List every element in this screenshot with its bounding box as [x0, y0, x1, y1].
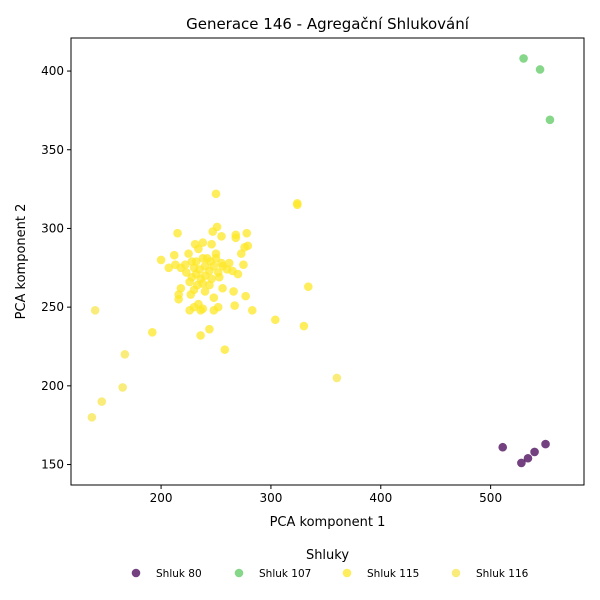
data-point-shluk-115 [236, 249, 246, 258]
data-point-shluk-116 [120, 350, 130, 359]
data-point-shluk-115 [198, 254, 208, 263]
data-point-shluk-115 [205, 324, 214, 334]
data-point-shluk-115 [205, 280, 214, 290]
data-point-shluk-115 [194, 244, 203, 254]
data-point-shluk-115 [147, 328, 157, 337]
legend-label: Shluk 80 [156, 568, 202, 580]
data-point-shluk-115 [215, 272, 224, 282]
data-point-shluk-115 [184, 249, 193, 258]
data-point-shluk-116 [97, 397, 107, 406]
data-point-shluk-115 [218, 283, 227, 293]
legend-title: Shluky [306, 548, 349, 563]
data-point-shluk-115 [169, 250, 179, 260]
legend: Shluky Shluk 80 Shluk 107 Shluk 115 Shluk 1… [131, 548, 529, 580]
data-point-shluk-116 [90, 305, 100, 315]
legend-label: Shluk 107 [259, 568, 311, 580]
data-point-shluk-115 [189, 302, 199, 312]
x-tick-label: 500 [479, 491, 502, 505]
data-point-shluk-115 [198, 304, 208, 314]
data-point-shluk-115 [242, 228, 252, 238]
data-point-shluk-115 [209, 305, 219, 315]
data-point-shluk-115 [241, 291, 250, 301]
x-tick-label: 300 [259, 491, 282, 505]
plot-area [70, 37, 585, 486]
data-point-shluk-115 [211, 189, 221, 199]
data-point-shluk-115 [156, 255, 166, 265]
y-tick-label: 300 [41, 221, 64, 235]
data-point-shluk-115 [185, 277, 194, 287]
legend-label: Shluk 115 [367, 568, 419, 580]
data-point-shluk-115 [198, 238, 208, 247]
y-tick-label: 250 [41, 300, 64, 314]
legend-marker [131, 568, 141, 578]
data-point-shluk-107 [535, 65, 545, 74]
data-point-shluk-115 [292, 198, 302, 208]
data-point-shluk-115 [196, 331, 205, 340]
data-point-shluk-115 [186, 290, 196, 299]
y-tick-label: 200 [41, 379, 64, 393]
data-point-shluk-116 [87, 413, 97, 422]
data-point-shluk-115 [239, 260, 248, 269]
data-point-shluk-116 [332, 373, 342, 383]
chart-title: Generace 146 - Agregační Shlukování [186, 15, 470, 33]
y-axis: 150 200 250 300 350 400 [41, 64, 71, 472]
y-tick-label: 150 [41, 458, 64, 472]
data-point-shluk-115 [174, 294, 183, 304]
data-point-shluk-115 [299, 321, 309, 331]
x-tick-label: 400 [369, 491, 392, 505]
data-point-shluk-115 [271, 315, 280, 325]
data-point-shluk-115 [173, 228, 182, 238]
x-axis: 200 300 400 500 [150, 485, 502, 505]
legend-label: Shluk 116 [476, 568, 529, 580]
x-axis-label: PCA komponent 1 [270, 515, 386, 530]
data-point-shluk-115 [230, 301, 239, 310]
data-point-shluk-115 [207, 239, 216, 249]
data-point-shluk-115 [208, 227, 218, 236]
data-point-shluk-115 [303, 282, 313, 291]
data-point-shluk-115 [164, 263, 174, 273]
legend-marker [342, 568, 352, 578]
data-point-shluk-115 [209, 293, 219, 303]
legend-marker [451, 568, 461, 578]
legend-marker [234, 568, 244, 578]
y-axis-label: PCA komponent 2 [14, 204, 29, 320]
data-point-shluk-80 [517, 458, 526, 468]
data-point-shluk-80 [530, 447, 539, 457]
data-point-shluk-115 [247, 305, 257, 315]
data-point-shluk-115 [231, 233, 241, 243]
data-point-shluk-115 [229, 287, 238, 296]
data-point-shluk-107 [519, 54, 528, 63]
data-point-shluk-115 [240, 243, 249, 252]
data-point-shluk-107 [545, 115, 555, 125]
data-point-shluk-80 [541, 439, 550, 449]
data-point-shluk-115 [220, 345, 230, 354]
x-tick-label: 200 [150, 491, 173, 505]
data-point-shluk-80 [523, 453, 533, 463]
data-point-shluk-115 [233, 269, 243, 279]
data-point-shluk-115 [217, 232, 226, 241]
data-point-shluk-115 [200, 287, 210, 296]
y-tick-label: 350 [41, 143, 64, 157]
data-point-shluk-80 [498, 442, 508, 452]
y-tick-label: 400 [41, 64, 64, 78]
data-point-shluk-116 [118, 383, 127, 392]
